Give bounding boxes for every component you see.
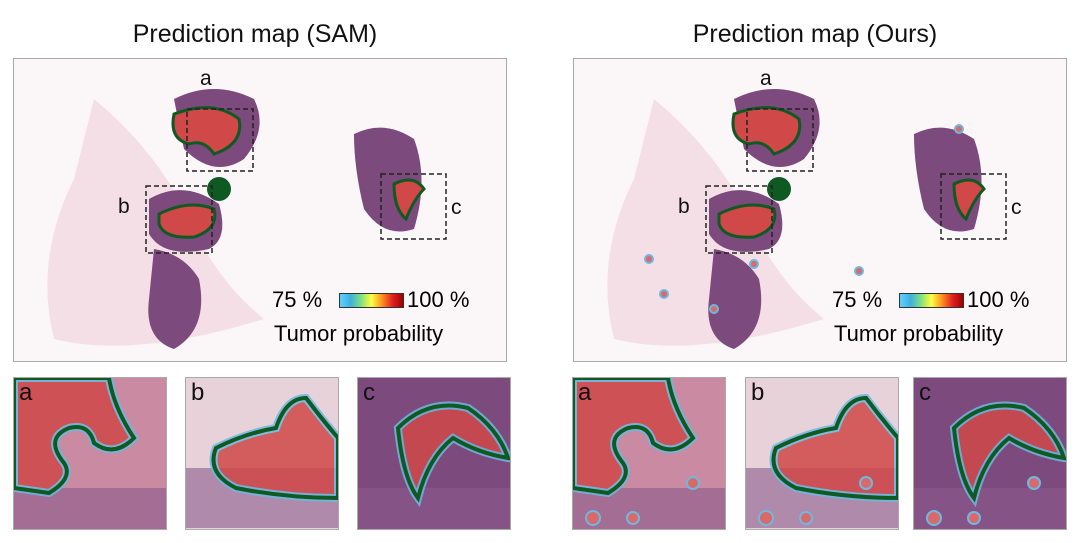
region-label-c: c [1011, 196, 1022, 219]
inset-label: a [19, 379, 33, 406]
prediction-map: a b c 75 % 100 % Tumor probability [573, 58, 1067, 362]
prediction-map: a b c 75 % 100 % Tumor probability [13, 58, 507, 362]
panel-title: Prediction map (SAM) [132, 20, 378, 48]
zoom-inset-b: b [745, 377, 899, 530]
zoom-inset-a: a [572, 377, 726, 530]
zoom-image [186, 378, 338, 529]
region-label-b: b [678, 195, 690, 218]
inset-label: c [919, 379, 931, 406]
colorbar-max-label: 100 % [967, 287, 1030, 312]
zoom-image [914, 378, 1066, 529]
inset-label: b [751, 379, 765, 406]
region-label-c: c [451, 196, 462, 219]
zoom-inset-a: a [13, 377, 167, 530]
colorbar-min-label: 75 % [832, 287, 883, 312]
region-label-a: a [200, 67, 212, 90]
zoom-image [14, 378, 166, 529]
inset-label: a [578, 379, 592, 406]
zoom-image [573, 378, 725, 529]
inset-label: c [363, 379, 375, 406]
slide-image [607, 89, 1007, 349]
inset-label: b [191, 379, 205, 406]
colorbar [899, 293, 964, 308]
panel-sam: Prediction map (SAM) a b c 75 % 100 % Tumo… [13, 20, 511, 530]
colorbar-title: Tumor probability [834, 321, 1004, 346]
region-label-b: b [118, 195, 130, 218]
zoom-inset-c: c [913, 377, 1067, 530]
zoom-inset-c: c [357, 377, 511, 530]
colorbar [339, 293, 404, 308]
slide-image [47, 89, 447, 349]
zoom-inset-b: b [185, 377, 339, 530]
zoom-image [746, 378, 898, 529]
region-label-a: a [760, 67, 772, 90]
colorbar-max-label: 100 % [407, 287, 470, 312]
panel-title: Prediction map (Ours) [692, 20, 938, 48]
panel-ours: Prediction map (Ours) a b c 75 % 100 % Tum… [560, 0, 1080, 543]
zoom-image [358, 378, 510, 529]
colorbar-title: Tumor probability [274, 321, 444, 346]
colorbar-min-label: 75 % [272, 287, 323, 312]
